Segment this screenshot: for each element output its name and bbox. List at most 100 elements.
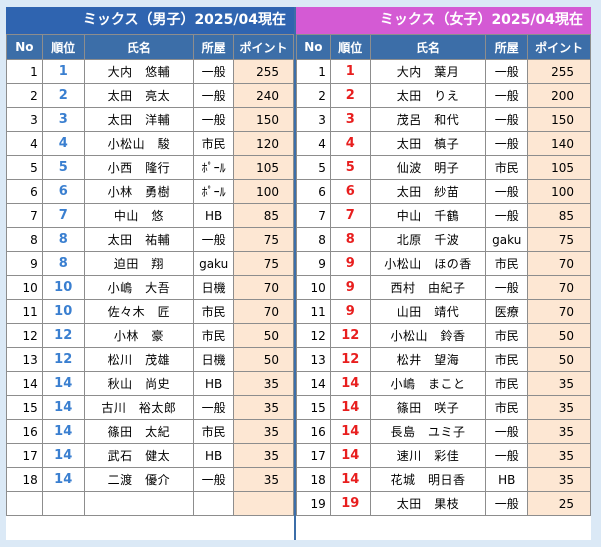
cell-no: 12: [6, 323, 43, 348]
cell-points: 85: [527, 203, 591, 228]
cell-no: 14: [6, 371, 43, 396]
table-row: 7 7 中山 悠 HB 85: [6, 203, 294, 228]
cell-no: 6: [6, 179, 43, 204]
cell-name: 中山 悠: [83, 203, 195, 228]
table-row: 3 3 太田 洋輔 一般 150: [6, 107, 294, 132]
header-no: No: [6, 34, 43, 60]
header-points: ポイント: [233, 34, 294, 60]
cell-affiliation: 市民: [485, 395, 529, 420]
cell-no: 5: [6, 155, 43, 180]
women-ranking-panel: ミックス（女子）2025/04現在 No 順位 氏名 所屋 ポイント 1 1 大内 …: [296, 7, 591, 540]
cell-affiliation: gaku: [193, 251, 235, 276]
cell-affiliation: 日機: [193, 347, 235, 372]
cell-name: 小西 隆行: [83, 155, 195, 180]
cell-rank: 4: [41, 131, 85, 156]
cell-name: 小嶋 大吾: [83, 275, 195, 300]
cell-rank: 9: [329, 275, 371, 300]
cell-rank: 14: [41, 443, 85, 468]
cell-no: 13: [6, 347, 43, 372]
cell-rank: 14: [41, 419, 85, 444]
men-ranking-panel: ミックス（男子）2025/04現在 No 順位 氏名 所屋 ポイント 1 1 大内 …: [6, 7, 296, 540]
cell-points: 120: [233, 131, 294, 156]
table-row: 12 12 小林 豪市民 50: [6, 323, 294, 348]
cell-affiliation: 一般: [193, 59, 235, 84]
cell-rank: 14: [41, 467, 85, 492]
cell-affiliation: ﾎﾟｰﾙ: [193, 179, 235, 204]
table-row: 16 14 篠田 太紀 市民 35: [6, 419, 294, 444]
table-row: 10 10 小嶋 大吾 日機 70: [6, 275, 294, 300]
cell-points: 35: [527, 443, 591, 468]
cell-name: 篠田 太紀: [83, 419, 195, 444]
table-row: 9 8 迫田 翔 gaku 75: [6, 251, 294, 276]
cell-rank: 12: [41, 347, 85, 372]
cell-points: 75: [233, 227, 294, 252]
cell-rank: 8: [41, 227, 85, 252]
cell-rank: 2: [41, 83, 85, 108]
cell-name: 小林 豪: [83, 323, 195, 348]
cell-no: 7: [6, 203, 43, 228]
table-row: 7 7 中山 千鶴 一般 85: [296, 203, 591, 228]
cell-no: 9: [6, 251, 43, 276]
cell-name: 古川 裕太郎: [83, 395, 195, 420]
cell-name: 茂呂 和代: [369, 107, 487, 132]
cell-no: 16: [296, 419, 331, 444]
header-affiliation: 所屋: [193, 34, 235, 60]
cell-points: 50: [527, 347, 591, 372]
cell-no: 9: [296, 251, 331, 276]
table-row: 15 14 篠田 咲子 市民 35: [296, 395, 591, 420]
cell-name: 小松山 ほの香: [369, 251, 487, 276]
cell-rank: 1: [329, 59, 371, 84]
cell-name: 松川 茂雄: [83, 347, 195, 372]
cell-affiliation: [193, 491, 235, 516]
cell-points: 105: [527, 155, 591, 180]
cell-name: 太田 亮太: [83, 83, 195, 108]
cell-affiliation: 一般: [485, 107, 529, 132]
cell-rank: 14: [329, 467, 371, 492]
table-row: 10 9 西村 由紀子 一般 70: [296, 275, 591, 300]
cell-no: 12: [296, 323, 331, 348]
cell-no: 17: [296, 443, 331, 468]
cell-no: 14: [296, 371, 331, 396]
table-row: 6 6 太田 紗苗 一般 100: [296, 179, 591, 204]
cell-affiliation: 医療: [485, 299, 529, 324]
cell-name: 大内 悠輔: [83, 59, 195, 84]
table-row: 8 8 北原 千波 gaku 75: [296, 227, 591, 252]
cell-name: 太田 果枝: [369, 491, 487, 516]
cell-affiliation: HB: [485, 467, 529, 492]
cell-name: 太田 紗苗: [369, 179, 487, 204]
cell-rank: 9: [329, 299, 371, 324]
rankings-sheet: ミックス（男子）2025/04現在 No 順位 氏名 所屋 ポイント 1 1 大内 …: [6, 7, 591, 540]
cell-no: 7: [296, 203, 331, 228]
cell-name: 篠田 咲子: [369, 395, 487, 420]
table-row: 3 3 茂呂 和代 一般 150: [296, 107, 591, 132]
cell-name: 太田 槙子: [369, 131, 487, 156]
cell-affiliation: 一般: [193, 83, 235, 108]
men-header-row: No 順位 氏名 所屋 ポイント: [6, 34, 294, 60]
cell-no: 10: [296, 275, 331, 300]
cell-affiliation: HB: [193, 443, 235, 468]
cell-rank: 6: [329, 179, 371, 204]
table-row: 18 14 二渡 優介 一般 35: [6, 467, 294, 492]
cell-no: 11: [6, 299, 43, 324]
cell-affiliation: 一般: [485, 179, 529, 204]
table-row: [6, 491, 294, 516]
cell-rank: 19: [329, 491, 371, 516]
cell-points: 105: [233, 155, 294, 180]
table-row: 17 14 武石 健太 HB 35: [6, 443, 294, 468]
cell-affiliation: 市民: [485, 251, 529, 276]
cell-name: 松井 望海: [369, 347, 487, 372]
cell-rank: 8: [41, 251, 85, 276]
cell-no: 10: [6, 275, 43, 300]
cell-rank: 1: [41, 59, 85, 84]
cell-rank: 3: [329, 107, 371, 132]
cell-affiliation: 一般: [485, 131, 529, 156]
table-row: 13 12 松井 望海 市民 50: [296, 347, 591, 372]
cell-affiliation: 一般: [485, 59, 529, 84]
cell-points: 35: [527, 467, 591, 492]
table-row: 4 4 太田 槙子 一般 140: [296, 131, 591, 156]
table-row: 13 12 松川 茂雄 日機 50: [6, 347, 294, 372]
cell-name: 花城 明日香: [369, 467, 487, 492]
cell-name: 北原 千波: [369, 227, 487, 252]
cell-affiliation: 一般: [193, 107, 235, 132]
men-ranking-table: No 順位 氏名 所屋 ポイント 1 1 大内 悠輔 一般 255 2 2 太田 亮太 一般 24…: [6, 34, 294, 516]
